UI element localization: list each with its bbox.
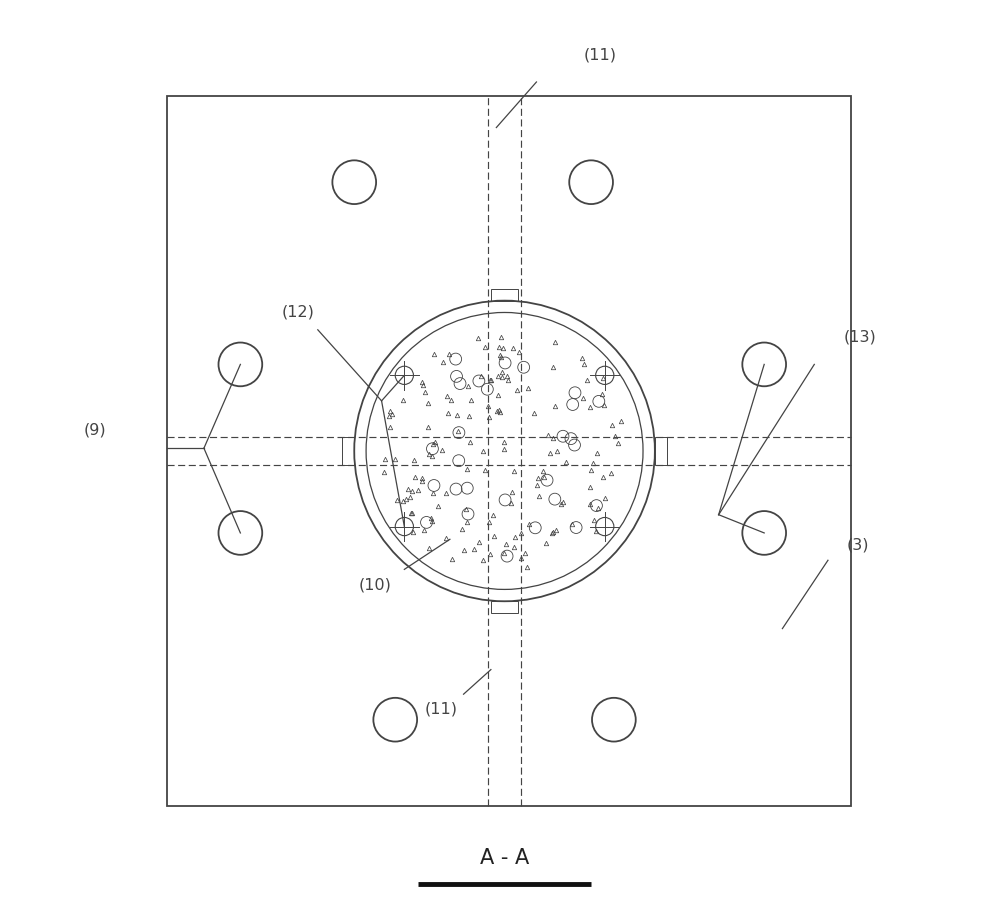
Text: (12): (12) xyxy=(281,304,314,319)
Text: (9): (9) xyxy=(83,423,106,437)
Text: (13): (13) xyxy=(843,330,876,344)
Text: A - A: A - A xyxy=(480,848,529,868)
Text: (3): (3) xyxy=(847,537,869,552)
Text: (10): (10) xyxy=(359,578,392,592)
Text: (11): (11) xyxy=(584,47,617,62)
Text: (11): (11) xyxy=(424,701,457,716)
